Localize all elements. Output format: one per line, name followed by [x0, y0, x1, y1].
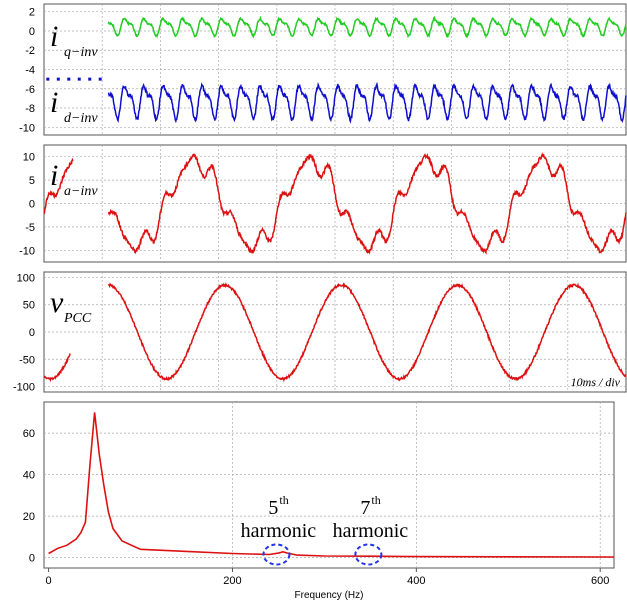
y-tick-label: 0 — [29, 553, 35, 565]
harmonic-order: 7 — [360, 497, 370, 519]
y-tick-label: 10 — [23, 152, 35, 164]
harmonic-order-suffix: th — [279, 493, 288, 507]
harmonic-order: 5 — [268, 497, 278, 519]
y-tick-label: -10 — [19, 245, 35, 257]
series-2-0-line — [107, 282, 627, 383]
y-tick-label: 20 — [23, 511, 35, 523]
y-tick-label: 5 — [29, 175, 35, 187]
time-scale-label: 10ms / div — [571, 375, 621, 389]
y-tick-label: -5 — [25, 222, 35, 234]
y-tick-label: -50 — [19, 354, 35, 366]
series-0-1-dot — [67, 77, 71, 81]
y-tick-label: 50 — [23, 300, 35, 312]
series-0-1-line — [107, 81, 627, 124]
harmonic-word: harmonic — [333, 520, 409, 542]
series-0-1-dot — [77, 77, 81, 81]
y-tick-label: 60 — [23, 428, 35, 440]
series-0-1-dot — [46, 77, 50, 81]
series-1-0-line — [107, 151, 627, 255]
trace-label-sub-2: d−inv — [64, 111, 98, 126]
y-tick-label: -8 — [25, 103, 35, 115]
y-tick-label: -10 — [19, 122, 35, 134]
harmonic-order-suffix: th — [371, 493, 380, 507]
x-tick-label: 400 — [407, 575, 425, 587]
series-1-0-line — [43, 157, 74, 215]
y-tick-label: 0 — [29, 199, 35, 211]
series-2-0-line — [43, 353, 71, 383]
trace-label-main-2: i — [50, 86, 58, 119]
y-tick-label: -100 — [13, 382, 35, 394]
series-0-1-dot — [88, 77, 92, 81]
x-axis-title: Frequency (Hz) — [295, 590, 364, 601]
y-tick-label: 2 — [29, 7, 35, 19]
trace-label-sub: PCC — [63, 311, 92, 326]
x-tick-label: 600 — [591, 575, 609, 587]
trace-label-main: v — [50, 286, 64, 319]
harmonic-circle — [262, 543, 291, 566]
harmonic-word: harmonic — [241, 520, 317, 542]
y-tick-label: -6 — [25, 84, 35, 96]
trace-label-main: i — [50, 159, 58, 192]
trace-label-sub: a−inv — [64, 184, 98, 199]
x-tick-label: 200 — [223, 575, 241, 587]
series-0-0-line — [107, 15, 627, 39]
panel-1: 10 5 0 -5 -10 i a−inv — [19, 144, 627, 263]
panel-2: 100 50 0 -50 -100 v PCC 10ms / div — [13, 271, 627, 394]
series-0-1-dot — [56, 77, 60, 81]
panel-0: 2 0 -2 -4 -6 -8 -10 i q−inv i d−inv — [19, 3, 627, 136]
series-0-1-dot — [98, 77, 102, 81]
y-tick-label: 0 — [29, 26, 35, 38]
trace-label-sub: q−inv — [64, 45, 98, 60]
trace-label-main: i — [50, 20, 58, 53]
y-tick-label: 0 — [29, 327, 35, 339]
y-tick-label: 100 — [17, 272, 35, 284]
spectrum-line — [48, 412, 615, 558]
panel-frame-3 — [43, 401, 615, 569]
y-tick-label: -4 — [25, 65, 35, 77]
y-tick-label: -2 — [25, 45, 35, 57]
y-tick-label: 40 — [23, 470, 35, 482]
x-tick-label: 0 — [46, 575, 52, 587]
harmonic-circle — [354, 543, 383, 566]
